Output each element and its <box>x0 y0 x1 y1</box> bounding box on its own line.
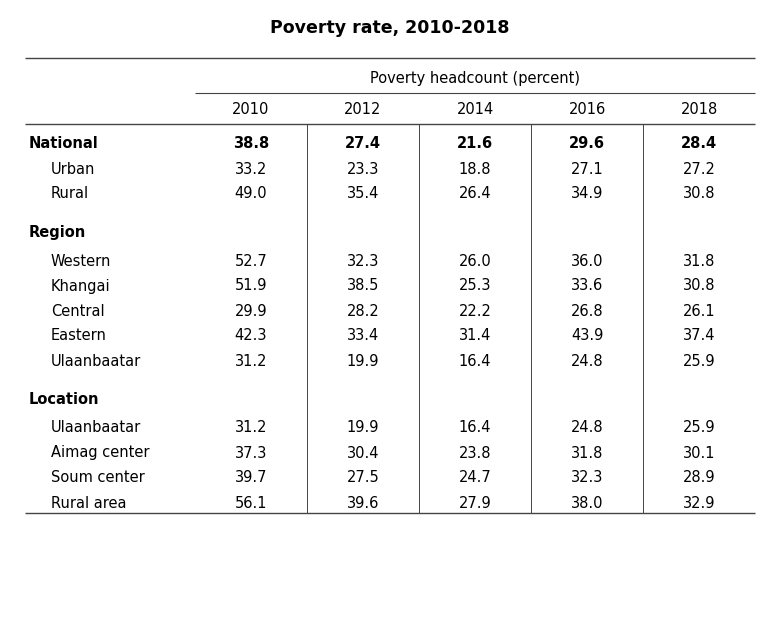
Text: 27.1: 27.1 <box>571 161 604 177</box>
Text: 34.9: 34.9 <box>571 186 603 202</box>
Text: 39.7: 39.7 <box>235 470 268 486</box>
Text: 30.8: 30.8 <box>682 278 715 294</box>
Text: Khangai: Khangai <box>51 278 111 294</box>
Text: 38.5: 38.5 <box>347 278 379 294</box>
Text: 49.0: 49.0 <box>235 186 268 202</box>
Text: Ulaanbaatar: Ulaanbaatar <box>51 353 141 369</box>
Text: 33.4: 33.4 <box>347 328 379 344</box>
Text: 30.4: 30.4 <box>347 445 379 461</box>
Text: 32.3: 32.3 <box>571 470 603 486</box>
Text: Rural area: Rural area <box>51 495 126 511</box>
Text: 2018: 2018 <box>680 102 718 118</box>
Text: 2016: 2016 <box>569 102 605 118</box>
Text: 24.8: 24.8 <box>571 353 603 369</box>
Text: Ulaanbaatar: Ulaanbaatar <box>51 420 141 435</box>
Text: 31.8: 31.8 <box>682 253 715 269</box>
Text: 35.4: 35.4 <box>347 186 379 202</box>
Text: Soum center: Soum center <box>51 470 145 486</box>
Text: 23.8: 23.8 <box>459 445 491 461</box>
Text: 27.4: 27.4 <box>345 136 381 152</box>
Text: 25.9: 25.9 <box>682 420 715 435</box>
Text: 25.9: 25.9 <box>682 353 715 369</box>
Text: 31.2: 31.2 <box>235 353 268 369</box>
Text: 2014: 2014 <box>456 102 494 118</box>
Text: Rural: Rural <box>51 186 89 202</box>
Text: 33.6: 33.6 <box>571 278 603 294</box>
Text: 52.7: 52.7 <box>235 253 268 269</box>
Text: 2012: 2012 <box>344 102 381 118</box>
Text: 24.7: 24.7 <box>459 470 491 486</box>
Text: Urban: Urban <box>51 161 95 177</box>
Text: Poverty rate, 2010-2018: Poverty rate, 2010-2018 <box>270 19 510 37</box>
Text: National: National <box>29 136 99 152</box>
Text: 31.4: 31.4 <box>459 328 491 344</box>
Text: 27.9: 27.9 <box>459 495 491 511</box>
Text: 30.8: 30.8 <box>682 186 715 202</box>
Text: 39.6: 39.6 <box>347 495 379 511</box>
Text: 23.3: 23.3 <box>347 161 379 177</box>
Text: 43.9: 43.9 <box>571 328 603 344</box>
Text: 26.4: 26.4 <box>459 186 491 202</box>
Text: 24.8: 24.8 <box>571 420 603 435</box>
Text: Location: Location <box>29 392 100 408</box>
Text: 25.3: 25.3 <box>459 278 491 294</box>
Text: 2010: 2010 <box>232 102 270 118</box>
Text: 36.0: 36.0 <box>571 253 603 269</box>
Text: Region: Region <box>29 225 87 241</box>
Text: 26.8: 26.8 <box>571 303 603 319</box>
Text: 32.9: 32.9 <box>682 495 715 511</box>
Text: 51.9: 51.9 <box>235 278 268 294</box>
Text: 19.9: 19.9 <box>347 420 379 435</box>
Text: Central: Central <box>51 303 105 319</box>
Text: Eastern: Eastern <box>51 328 107 344</box>
Text: 31.2: 31.2 <box>235 420 268 435</box>
Text: 56.1: 56.1 <box>235 495 268 511</box>
Text: 38.8: 38.8 <box>233 136 269 152</box>
Text: Aimag center: Aimag center <box>51 445 150 461</box>
Text: 27.5: 27.5 <box>346 470 379 486</box>
Text: 28.4: 28.4 <box>681 136 717 152</box>
Text: 26.0: 26.0 <box>459 253 491 269</box>
Text: 16.4: 16.4 <box>459 353 491 369</box>
Text: 31.8: 31.8 <box>571 445 603 461</box>
Text: 29.6: 29.6 <box>569 136 605 152</box>
Text: 37.3: 37.3 <box>235 445 268 461</box>
Text: 21.6: 21.6 <box>457 136 493 152</box>
Text: 30.1: 30.1 <box>682 445 715 461</box>
Text: 38.0: 38.0 <box>571 495 603 511</box>
Text: 19.9: 19.9 <box>347 353 379 369</box>
Text: 32.3: 32.3 <box>347 253 379 269</box>
Text: 33.2: 33.2 <box>235 161 268 177</box>
Text: 37.4: 37.4 <box>682 328 715 344</box>
Text: 29.9: 29.9 <box>235 303 268 319</box>
Text: 28.2: 28.2 <box>346 303 379 319</box>
Text: 22.2: 22.2 <box>459 303 491 319</box>
Text: Western: Western <box>51 253 112 269</box>
Text: 42.3: 42.3 <box>235 328 268 344</box>
Text: Poverty headcount (percent): Poverty headcount (percent) <box>370 70 580 86</box>
Text: 26.1: 26.1 <box>682 303 715 319</box>
Text: 27.2: 27.2 <box>682 161 715 177</box>
Text: 18.8: 18.8 <box>459 161 491 177</box>
Text: 28.9: 28.9 <box>682 470 715 486</box>
Text: 16.4: 16.4 <box>459 420 491 435</box>
